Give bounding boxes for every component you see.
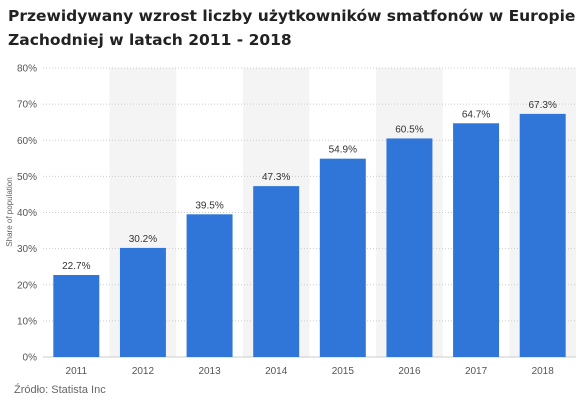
- y-axis-label: Share of population: [5, 177, 14, 246]
- y-tick-label: 20%: [17, 280, 37, 291]
- data-labels: 22.7% 30.2% 39.5% 47.3% 54.9% 60.5% 64.7% 67.3%: [62, 100, 557, 272]
- y-tick-label: 0%: [23, 353, 38, 364]
- bar-2016: [386, 138, 433, 357]
- bar-2011: [53, 274, 100, 357]
- y-tick-label: 80%: [17, 64, 37, 75]
- chart-title: Przewidywany wzrost liczby użytkowników …: [8, 7, 576, 49]
- bar-2015: [319, 158, 366, 357]
- y-tick-label: 60%: [17, 136, 37, 147]
- bar-2018: [519, 113, 566, 357]
- bar-2012: [119, 247, 166, 357]
- data-label-2013: 39.5%: [195, 200, 223, 211]
- x-axis-ticks: 2011 2012 2013 2014 2015 2016 2017 2018: [66, 366, 555, 377]
- data-label-2015: 54.9%: [329, 145, 357, 156]
- x-tick-label-2016: 2016: [398, 366, 421, 377]
- x-tick-label-2013: 2013: [198, 366, 221, 377]
- data-label-2017: 64.7%: [462, 109, 490, 120]
- x-tick-label-2017: 2017: [465, 366, 488, 377]
- bar-2017: [453, 123, 500, 358]
- source-note: Źródło: Statista Inc: [14, 384, 106, 396]
- y-axis-ticks: 0% 10% 20% 30% 40% 50% 60% 70% 80%: [17, 64, 37, 364]
- data-label-2014: 47.3%: [262, 172, 290, 183]
- bar-2014: [253, 186, 300, 357]
- data-label-2018: 67.3%: [529, 100, 557, 111]
- x-tick-label-2015: 2015: [332, 366, 355, 377]
- x-tick-label-2012: 2012: [132, 366, 155, 377]
- x-tick-label-2018: 2018: [532, 366, 555, 377]
- x-tick-label-2014: 2014: [265, 366, 288, 377]
- y-tick-label: 50%: [17, 172, 37, 183]
- y-tick-label: 30%: [17, 244, 37, 255]
- bars: [53, 113, 566, 358]
- bar-2013: [186, 214, 233, 357]
- data-label-2011: 22.7%: [62, 261, 90, 272]
- y-tick-label: 40%: [17, 208, 37, 219]
- x-tick-label-2011: 2011: [66, 366, 88, 377]
- data-label-2012: 30.2%: [129, 234, 157, 245]
- y-tick-label: 70%: [17, 100, 37, 111]
- y-tick-label: 10%: [17, 316, 37, 327]
- data-label-2016: 60.5%: [395, 124, 423, 135]
